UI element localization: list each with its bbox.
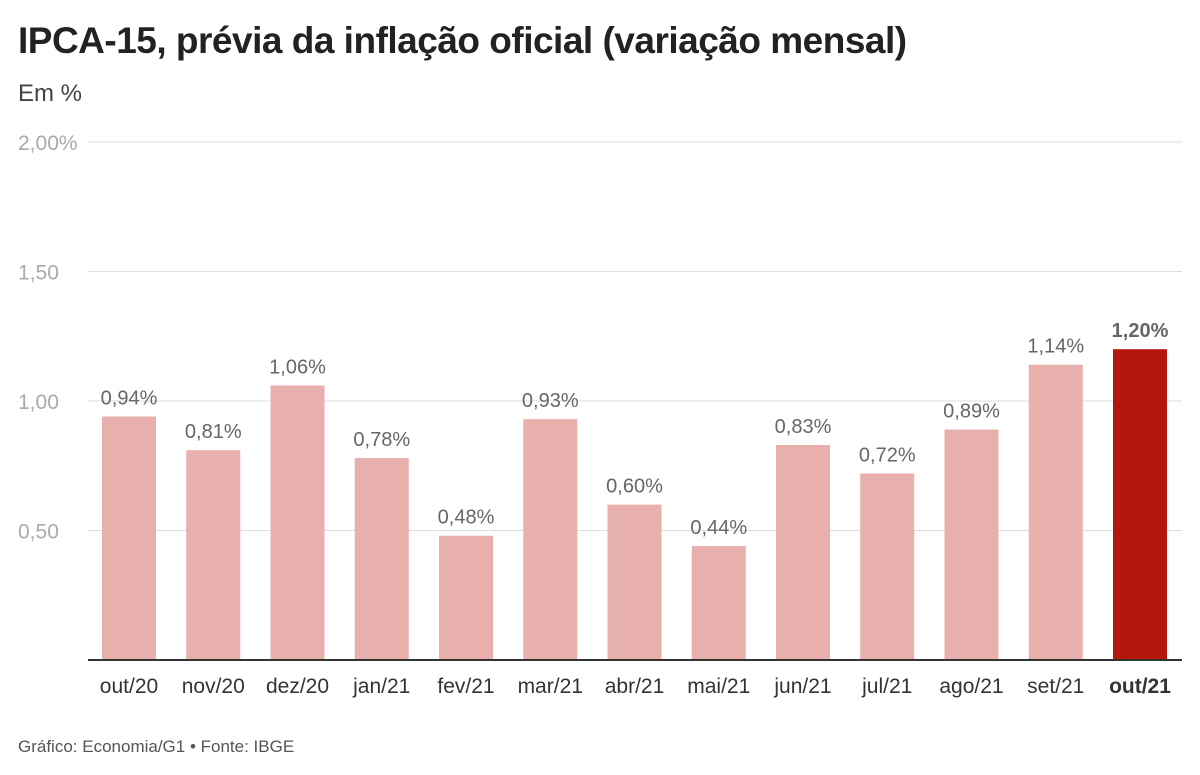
bar	[1113, 349, 1167, 660]
y-tick-label: 1,50	[18, 262, 59, 285]
data-label: 0,83%	[775, 416, 832, 438]
x-tick-label: abr/21	[605, 675, 665, 698]
data-label: 0,89%	[943, 400, 1000, 422]
bar	[607, 504, 662, 660]
bar	[776, 445, 830, 660]
x-tick-label: nov/20	[182, 675, 245, 698]
y-tick-label: 1,00	[18, 391, 59, 414]
x-tick-label: mai/21	[687, 675, 750, 698]
bar	[102, 416, 156, 660]
data-label: 0,93%	[522, 390, 579, 412]
chart-subtitle: Em %	[18, 80, 83, 107]
x-tick-label: jul/21	[861, 675, 912, 698]
source-note: Gráfico: Economia/G1 • Fonte: IBGE	[18, 737, 295, 756]
data-label: 1,14%	[1027, 336, 1084, 358]
bars	[102, 349, 1167, 660]
data-labels: 0,94% 0,81% 1,06% 0,78% 0,48% 0,93% 0,60% 0,44%…	[101, 320, 1169, 539]
x-tick-label: out/21	[1109, 675, 1171, 698]
x-tick-label: mar/21	[518, 675, 583, 698]
bar	[1028, 364, 1083, 660]
x-tick-label: set/21	[1027, 675, 1084, 698]
bar	[270, 385, 325, 660]
data-label: 0,72%	[859, 445, 916, 467]
x-tick-label: jan/21	[352, 675, 410, 698]
data-label: 0,44%	[690, 517, 747, 539]
y-tick-label: 0,50	[18, 521, 59, 544]
data-label: 1,06%	[269, 356, 326, 378]
x-tick-label: dez/20	[266, 675, 329, 698]
y-axis-ticks: 0,50 1,00 1,50 2,00%	[18, 132, 78, 544]
x-tick-label: jun/21	[773, 675, 831, 698]
bar	[860, 473, 915, 660]
data-label: 0,60%	[606, 476, 663, 498]
x-tick-label: fev/21	[437, 675, 494, 698]
bar	[691, 546, 746, 660]
bar	[354, 457, 409, 660]
data-label: 0,81%	[185, 421, 242, 443]
x-tick-label: ago/21	[939, 675, 1003, 698]
data-label: 0,94%	[101, 388, 158, 410]
y-tick-label: 2,00%	[18, 132, 78, 155]
x-tick-label: out/20	[100, 675, 158, 698]
data-label: 0,78%	[353, 429, 410, 451]
data-label: 0,48%	[438, 507, 495, 529]
x-axis-ticks: out/20 nov/20 dez/20 jan/21 fev/21 mar/21 abr/…	[100, 675, 1171, 698]
bar	[439, 535, 493, 660]
chart-title: IPCA-15, prévia da inflação oficial (var…	[18, 20, 907, 61]
bar	[186, 450, 241, 660]
data-label: 1,20%	[1112, 320, 1169, 342]
bar	[523, 419, 578, 660]
bar	[944, 429, 999, 660]
gridlines	[88, 141, 1182, 531]
